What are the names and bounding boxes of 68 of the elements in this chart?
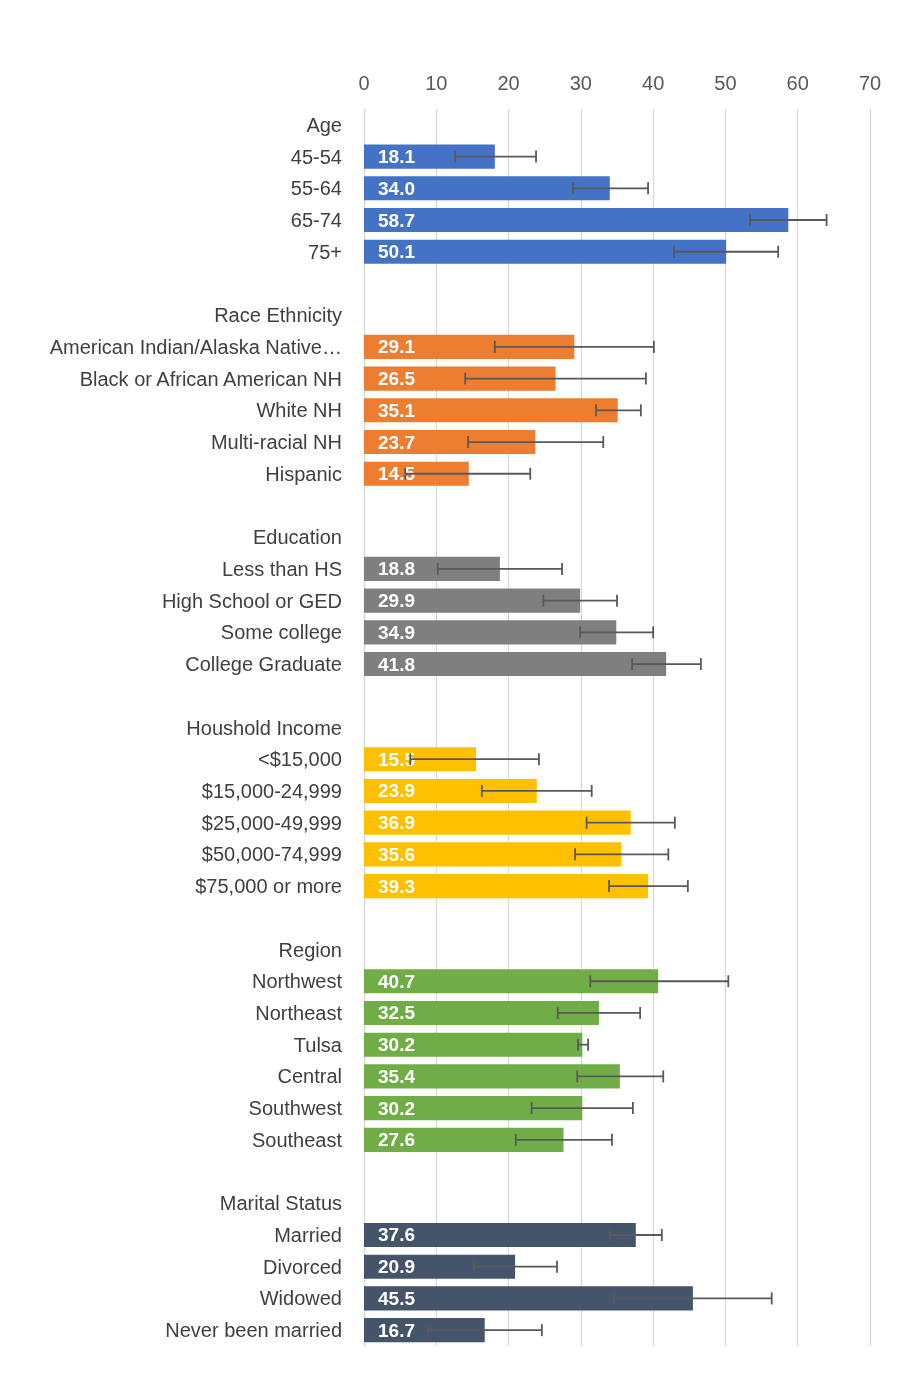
y-tick-label: Central — [277, 1065, 342, 1088]
data-label: 36.9 — [378, 812, 415, 834]
y-tick-label: Marital Status — [219, 1192, 342, 1215]
data-label: 16.7 — [378, 1319, 415, 1341]
y-tick-label: Houshold Income — [186, 716, 342, 739]
data-label: 40.7 — [378, 970, 415, 992]
y-tick-label: Tulsa — [293, 1033, 343, 1056]
data-label: 18.1 — [378, 146, 416, 168]
data-label: 50.1 — [378, 241, 416, 263]
data-label: 58.7 — [378, 209, 415, 231]
y-tick-label: Widowed — [259, 1287, 342, 1310]
y-tick-label: Never been married — [165, 1319, 342, 1342]
y-tick-label: Southwest — [248, 1097, 343, 1120]
y-tick-label: Northwest — [251, 970, 343, 993]
y-tick-label: Northeast — [255, 1001, 343, 1024]
x-tick-label: 60 — [786, 72, 809, 94]
data-label: 26.5 — [378, 368, 416, 390]
x-tick-label: 70 — [858, 72, 882, 94]
data-label: 30.2 — [378, 1097, 415, 1119]
y-tick-label: Region — [278, 938, 342, 961]
y-tick-label: High School or GED — [161, 589, 342, 612]
y-tick-label: 55-64 — [290, 177, 342, 200]
data-label: 41.8 — [378, 653, 415, 675]
data-label: 32.5 — [378, 1002, 416, 1024]
data-label: 30.2 — [378, 1034, 415, 1056]
y-tick-label: $15,000-24,999 — [201, 779, 342, 802]
data-label: 34.0 — [378, 177, 415, 199]
y-tick-label: Multi-racial NH — [210, 431, 342, 454]
y-tick-label: $50,000-74,999 — [201, 843, 342, 866]
data-label: 35.4 — [378, 1065, 416, 1087]
x-tick-label: 30 — [569, 72, 592, 94]
y-tick-label: Black or African American NH — [79, 367, 342, 390]
y-tick-label: $25,000-49,999 — [201, 811, 342, 834]
y-tick-label: Age — [306, 113, 342, 136]
x-tick-label: 40 — [642, 72, 665, 94]
y-tick-label: 45-54 — [290, 145, 342, 168]
data-label: 35.1 — [378, 399, 416, 421]
y-tick-label: Less than HS — [221, 557, 342, 580]
data-label: 29.9 — [378, 590, 415, 612]
y-tick-label: White NH — [256, 399, 342, 422]
data-label: 20.9 — [378, 1256, 415, 1278]
x-tick-label: 0 — [358, 72, 370, 94]
data-label: 23.9 — [378, 780, 415, 802]
y-tick-label: $75,000 or more — [195, 875, 342, 898]
x-tick-label: 50 — [714, 72, 737, 94]
y-tick-label: 65-74 — [290, 209, 342, 232]
y-tick-label: <$15,000 — [258, 748, 342, 771]
y-tick-label: Education — [253, 526, 342, 549]
y-tick-label: American Indian/Alaska Native… — [49, 335, 342, 358]
y-tick-label: 75+ — [308, 240, 342, 263]
y-tick-label: Southeast — [251, 1128, 343, 1151]
data-label: 37.6 — [378, 1224, 415, 1246]
data-label: 45.5 — [378, 1287, 416, 1309]
data-label: 23.7 — [378, 431, 415, 453]
y-tick-label: Married — [274, 1223, 342, 1246]
y-tick-label: Divorced — [263, 1255, 342, 1278]
y-tick-label: Race Ethnicity — [214, 304, 342, 327]
data-label: 29.1 — [378, 336, 416, 358]
data-label: 18.8 — [378, 558, 415, 580]
y-tick-label: College Graduate — [185, 653, 342, 676]
y-tick-label: Some college — [220, 621, 342, 644]
data-label: 35.6 — [378, 843, 415, 865]
data-label: 39.3 — [378, 875, 415, 897]
data-label: 27.6 — [378, 1129, 415, 1151]
data-label: 34.9 — [378, 621, 415, 643]
y-tick-label: Hispanic — [265, 462, 342, 485]
x-tick-label: 10 — [425, 72, 448, 94]
x-tick-label: 20 — [497, 72, 520, 94]
